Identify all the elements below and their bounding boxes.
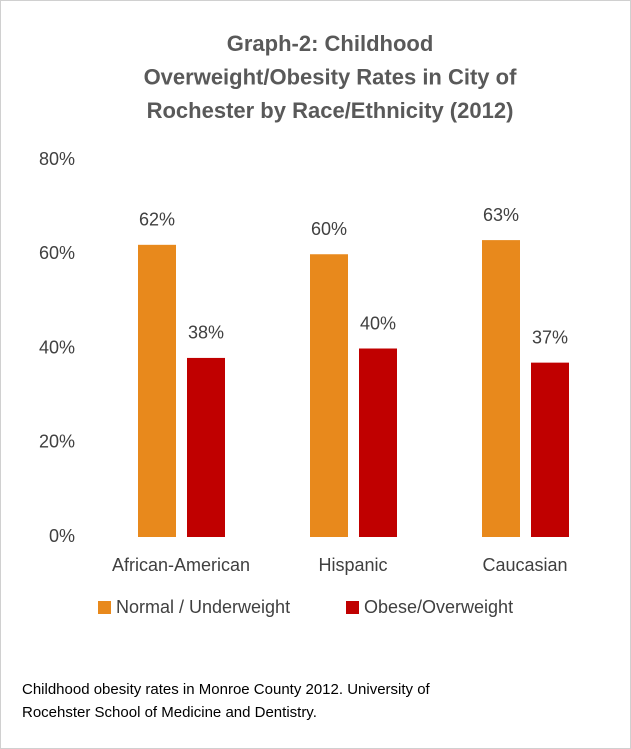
bar — [310, 254, 348, 537]
data-label: 62% — [139, 210, 175, 230]
bar — [138, 244, 176, 537]
caption: Childhood obesity rates in Monroe County… — [22, 681, 431, 698]
chart-title: Overweight/Obesity Rates in City of — [144, 64, 518, 89]
y-tick-label: 0% — [49, 526, 75, 546]
data-label: 40% — [360, 313, 396, 333]
bar — [531, 362, 569, 537]
bar — [359, 348, 397, 537]
x-tick-label: Caucasian — [482, 555, 567, 575]
data-label: 60% — [311, 219, 347, 239]
legend-label: Obese/Overweight — [364, 597, 513, 617]
y-tick-label: 40% — [39, 337, 75, 357]
x-tick-label: African-American — [112, 555, 250, 575]
caption: Rocehster School of Medicine and Dentist… — [22, 704, 317, 721]
chart-title: Rochester by Race/Ethnicity (2012) — [147, 98, 514, 123]
data-label: 38% — [188, 323, 224, 343]
bar — [187, 357, 225, 537]
y-tick-label: 20% — [39, 432, 75, 452]
y-tick-label: 60% — [39, 243, 75, 263]
legend-swatch — [98, 601, 111, 614]
y-tick-label: 80% — [39, 149, 75, 169]
legend-label: Normal / Underweight — [116, 597, 290, 617]
data-label: 63% — [483, 205, 519, 225]
legend-swatch — [346, 601, 359, 614]
chart-title: Graph-2: Childhood — [227, 31, 434, 56]
x-tick-label: Hispanic — [318, 555, 387, 575]
data-label: 37% — [532, 327, 568, 347]
bar — [482, 240, 520, 538]
